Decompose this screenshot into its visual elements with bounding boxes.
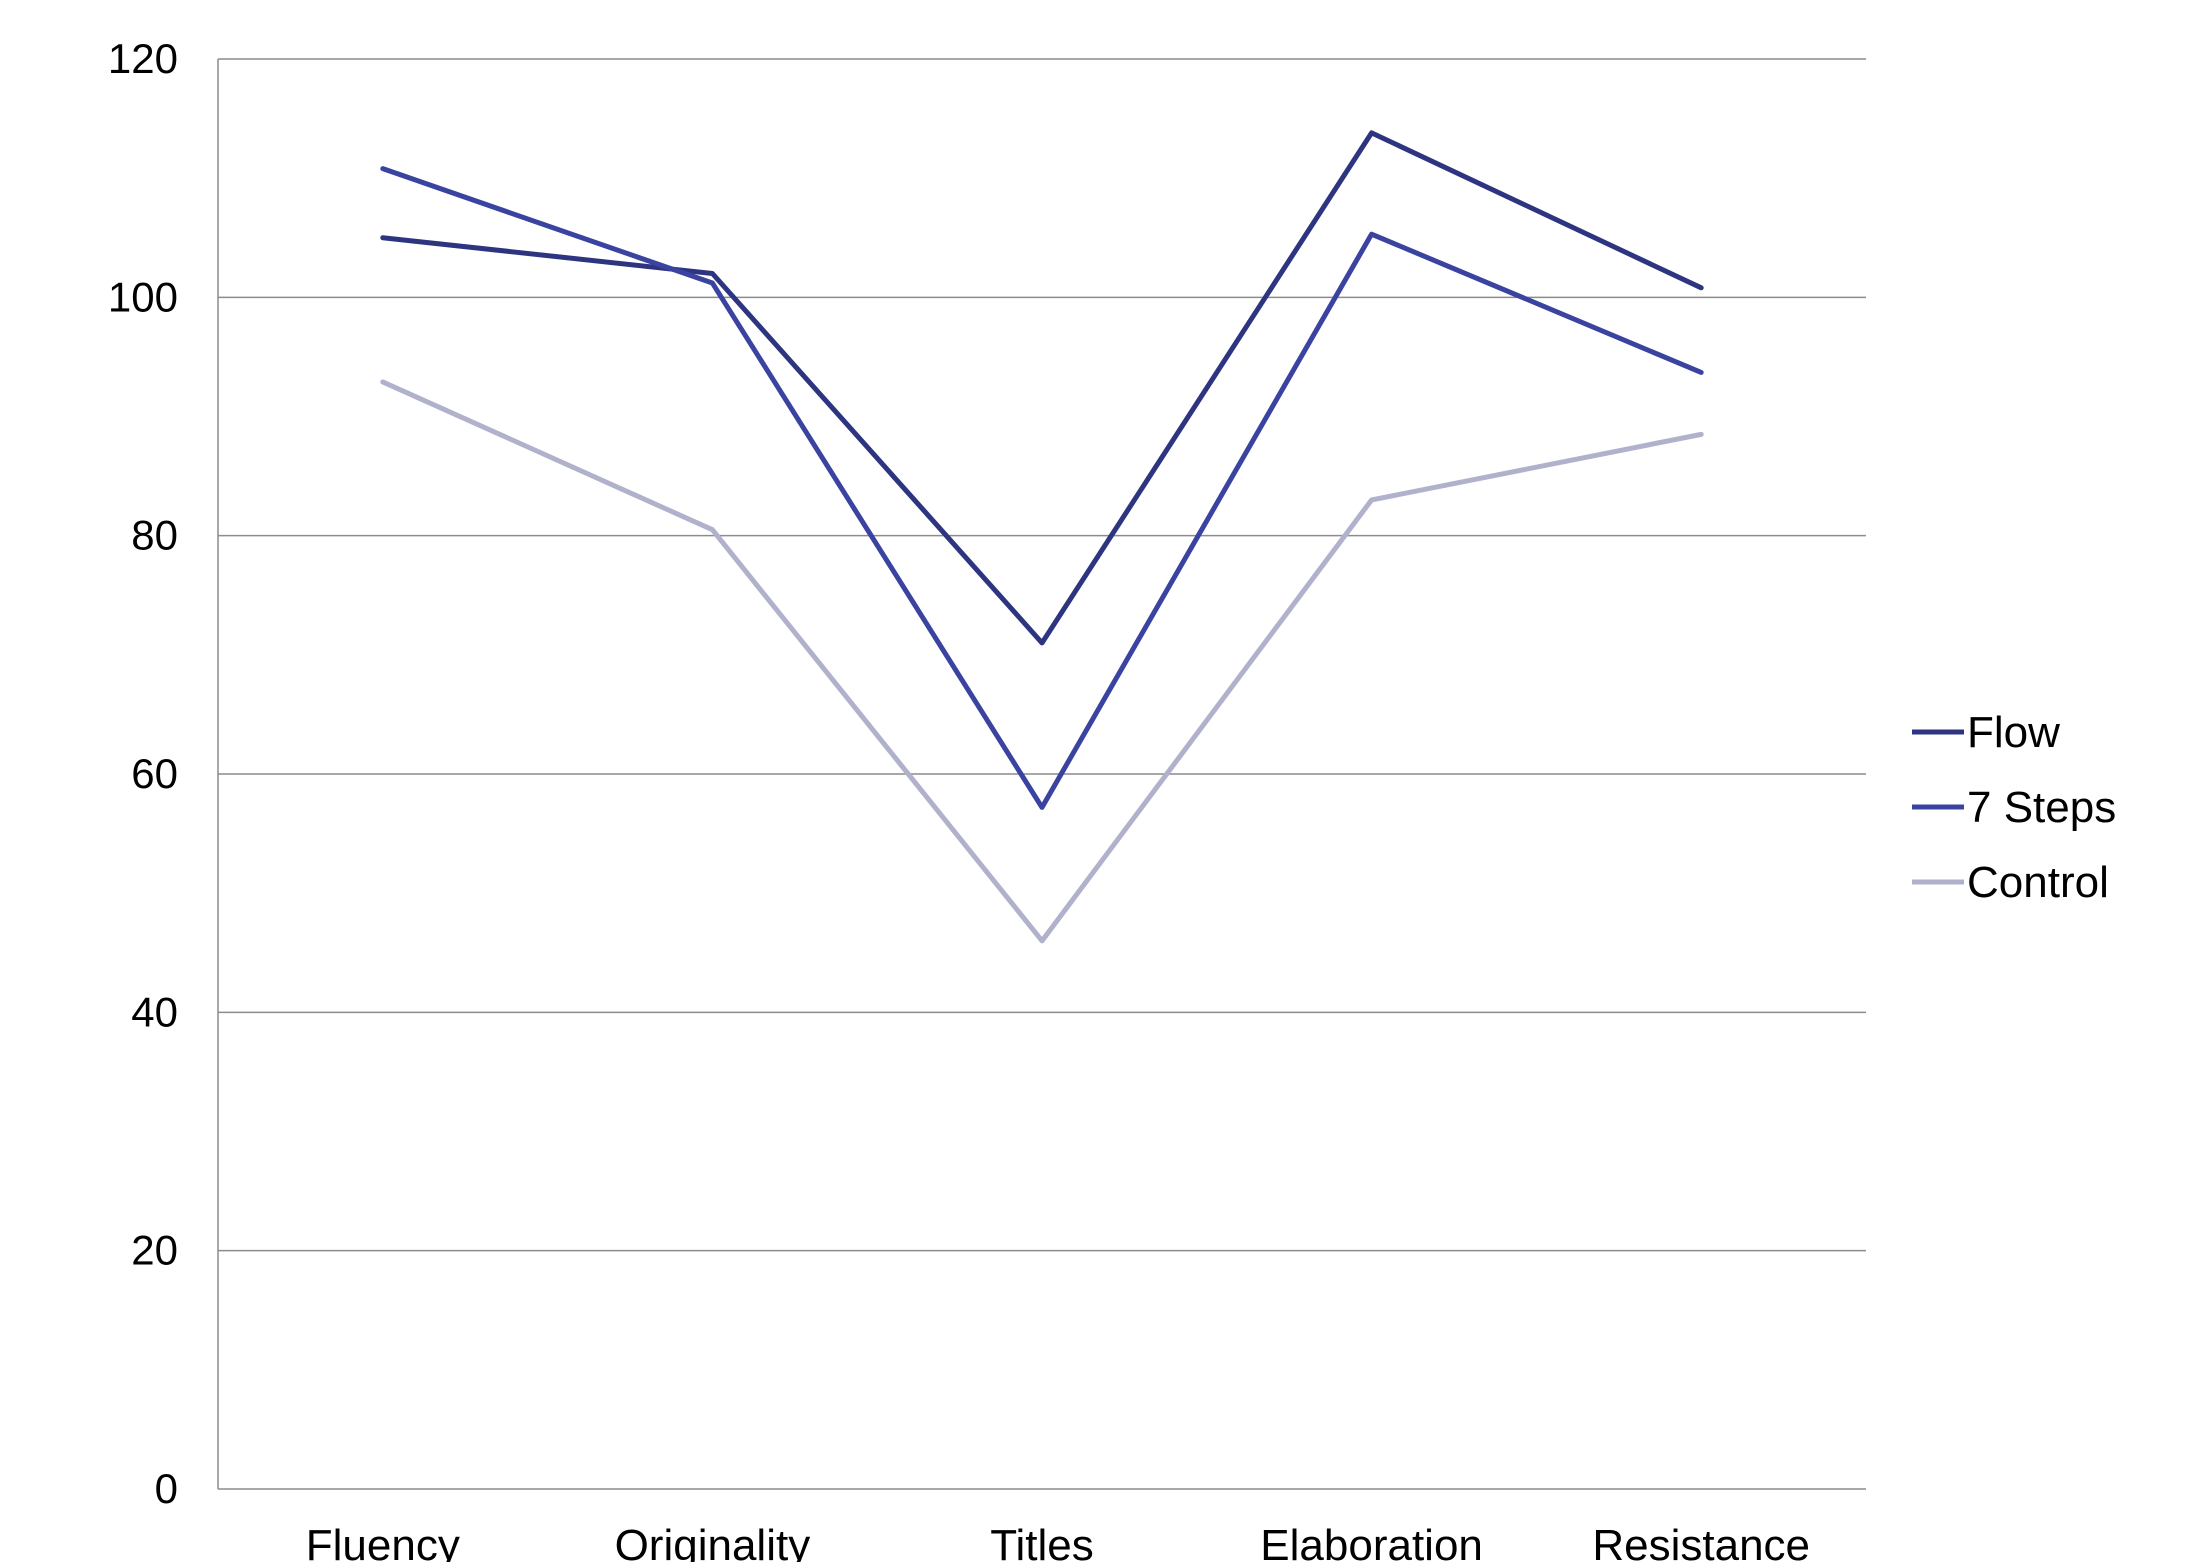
y-tick-label: 40 [131,988,178,1035]
x-tick-label: Originality [615,1521,811,1562]
y-tick-label: 60 [131,750,178,797]
x-tick-label: Titles [990,1521,1094,1562]
y-tick-labels: 0 20 40 60 80 100 120 [108,35,178,1512]
series-line-control [383,382,1701,941]
y-tick-label: 80 [131,512,178,559]
x-tick-label: Elaboration [1260,1521,1483,1562]
gridlines [218,59,1866,1251]
legend-label: 7 Steps [1967,783,2116,832]
y-tick-label: 120 [108,35,178,82]
y-tick-label: 0 [155,1465,178,1512]
x-tick-label: Resistance [1592,1521,1810,1562]
legend: Flow 7 Steps Control [1912,708,2116,907]
legend-item: Flow [1912,708,2060,757]
y-tick-label: 20 [131,1227,178,1274]
series-line-flow [383,133,1701,643]
series-line-7-steps [383,169,1701,808]
legend-label: Flow [1967,708,2060,757]
legend-item: Control [1912,858,2109,907]
legend-label: Control [1967,858,2109,907]
x-tick-labels: Fluency Originality Titles Elaboration Resis… [306,1521,1810,1562]
series-lines [383,133,1702,941]
x-tick-label: Fluency [306,1521,460,1562]
legend-item: 7 Steps [1912,783,2116,832]
y-tick-label: 100 [108,273,178,320]
